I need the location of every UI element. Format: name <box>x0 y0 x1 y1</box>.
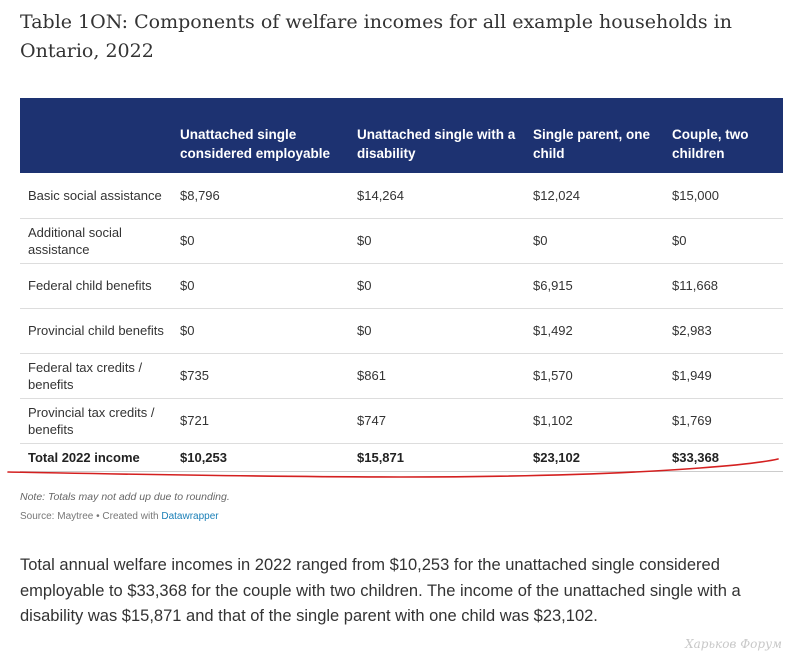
table-cell: $0 <box>349 263 525 309</box>
table-cell: $1,492 <box>525 308 664 354</box>
table-cell: $15,000 <box>664 173 783 219</box>
row-label: Provincial tax credits / benefits <box>20 398 172 444</box>
table-cell: $0 <box>664 218 783 264</box>
welfare-income-table-wrapper: Unattached single considered employable … <box>20 98 783 472</box>
summary-paragraph: Total annual welfare incomes in 2022 ran… <box>20 556 741 625</box>
total-row: Total 2022 income $10,253 $15,871 $23,10… <box>20 443 783 472</box>
row-label: Federal child benefits <box>20 263 172 309</box>
total-cell: $23,102 <box>525 443 664 472</box>
table-cell: $0 <box>172 263 349 309</box>
welfare-income-table: Unattached single considered employable … <box>20 98 783 472</box>
total-cell: $10,253 <box>172 443 349 472</box>
table-cell: $1,570 <box>525 353 664 399</box>
table-cell: $0 <box>349 308 525 354</box>
table-row: Basic social assistance $8,796 $14,264 $… <box>20 173 783 219</box>
table-cell: $8,796 <box>172 173 349 219</box>
table-cell: $1,949 <box>664 353 783 399</box>
table-row: Provincial tax credits / benefits $721 $… <box>20 398 783 444</box>
table-cell: $721 <box>172 398 349 444</box>
table-cell: $2,983 <box>664 308 783 354</box>
table-cell: $6,915 <box>525 263 664 309</box>
table-cell: $12,024 <box>525 173 664 219</box>
table-row: Provincial child benefits $0 $0 $1,492 $… <box>20 308 783 354</box>
table-cell: $11,668 <box>664 263 783 309</box>
table-header-row: Unattached single considered employable … <box>20 98 783 173</box>
row-label: Provincial child benefits <box>20 308 172 354</box>
page-title: Table 1ON: Components of welfare incomes… <box>20 11 732 62</box>
table-cell: $0 <box>525 218 664 264</box>
table-cell: $747 <box>349 398 525 444</box>
table-cell: $0 <box>172 308 349 354</box>
forum-watermark: Харьков Форум <box>685 637 782 651</box>
header-cell-couple: Couple, two children <box>664 98 783 173</box>
table-cell: $1,769 <box>664 398 783 444</box>
source-prefix: Source: Maytree • Created with <box>20 511 162 522</box>
header-cell-disability: Unattached single with a disability <box>349 98 525 173</box>
table-row: Federal tax credits / benefits $735 $861… <box>20 353 783 399</box>
table-row: Additional social assistance $0 $0 $0 $0 <box>20 218 783 264</box>
row-label: Federal tax credits / benefits <box>20 353 172 399</box>
header-cell-single-parent: Single parent, one child <box>525 98 664 173</box>
table-cell: $861 <box>349 353 525 399</box>
datawrapper-link[interactable]: Datawrapper <box>161 511 219 522</box>
table-note: Note: Totals may not add up due to round… <box>20 491 230 503</box>
table-row: Federal child benefits $0 $0 $6,915 $11,… <box>20 263 783 309</box>
row-label: Additional social assistance <box>20 218 172 264</box>
table-cell: $735 <box>172 353 349 399</box>
table-cell: $14,264 <box>349 173 525 219</box>
table-cell: $0 <box>172 218 349 264</box>
total-cell: $33,368 <box>664 443 783 472</box>
header-cell-employable: Unattached single considered employable <box>172 98 349 173</box>
table-source: Source: Maytree • Created with Datawrapp… <box>20 511 219 522</box>
header-cell-empty <box>20 98 172 173</box>
total-label: Total 2022 income <box>20 443 172 472</box>
row-label: Basic social assistance <box>20 173 172 219</box>
table-cell: $0 <box>349 218 525 264</box>
table-cell: $1,102 <box>525 398 664 444</box>
total-cell: $15,871 <box>349 443 525 472</box>
